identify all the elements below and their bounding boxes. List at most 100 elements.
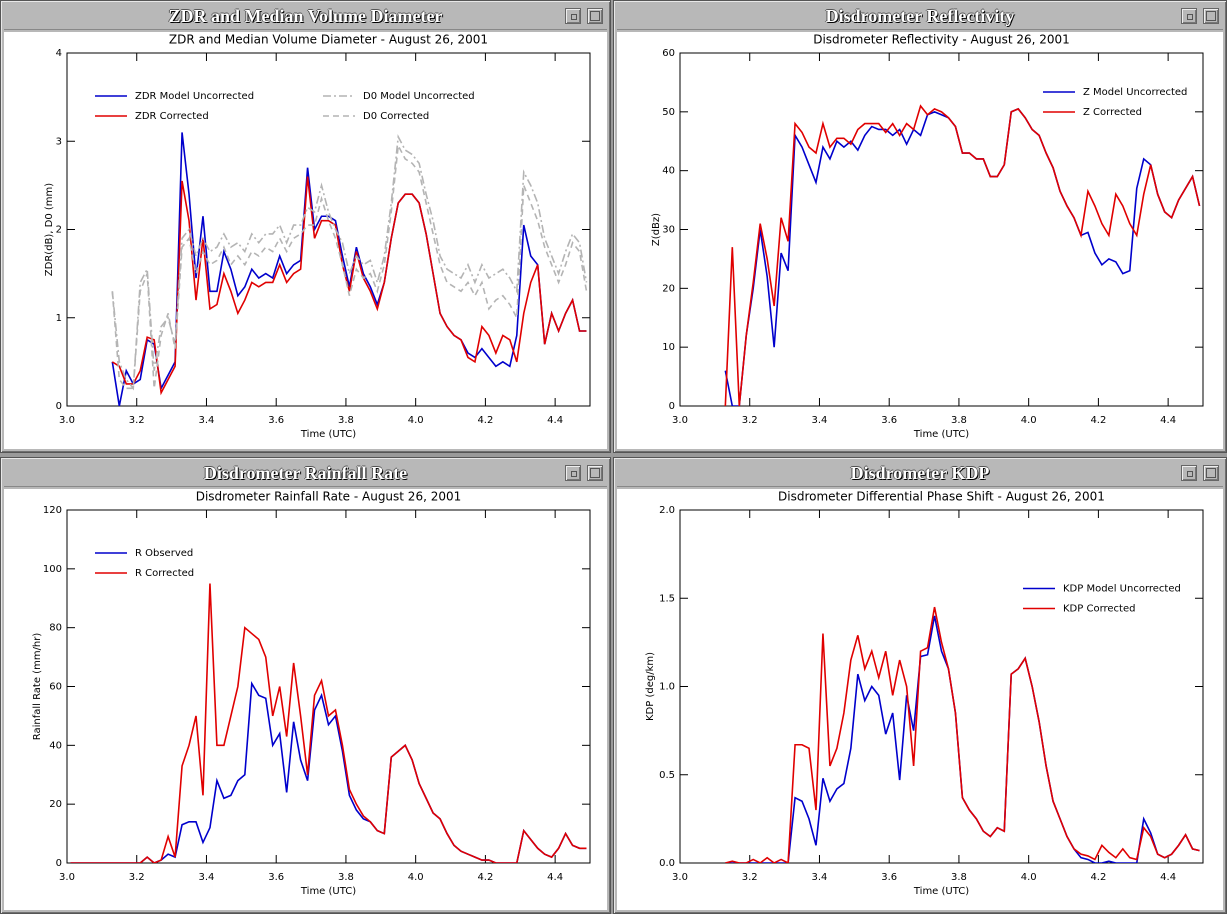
y-tick-label: 0.5 [659,770,675,781]
data-line [725,606,1200,863]
window-title: ZDR and Median Volume Diameter [168,6,443,26]
x-tick-label: 3.4 [812,872,828,883]
x-tick-label: 4.2 [477,415,493,426]
y-tick-label: 120 [43,505,62,516]
x-tick-label: 3.4 [199,872,215,883]
x-axis-label: Time (UTC) [913,886,969,897]
chart-title: Disdrometer Rainfall Rate - August 26, 2… [196,490,462,504]
x-tick-label: 4.2 [1090,415,1106,426]
y-tick-label: 60 [49,682,62,693]
x-tick-label: 3.2 [129,872,145,883]
window: ZDR and Median Volume Diameter ZDR and M… [0,0,611,453]
x-tick-label: 4.0 [408,872,424,883]
x-tick-label: 4.4 [1160,415,1176,426]
y-tick-label: 1.0 [659,682,675,693]
x-tick-label: 4.0 [1021,415,1037,426]
legend-label: Z Model Uncorrected [1083,87,1187,98]
maximize-button[interactable] [1203,8,1219,24]
x-tick-label: 3.4 [812,415,828,426]
y-tick-label: 4 [56,48,62,59]
y-tick-label: 1 [56,313,62,324]
x-tick-label: 3.0 [672,872,688,883]
y-tick-label: 20 [662,283,675,294]
legend-label: D0 Corrected [363,111,429,122]
x-tick-label: 3.2 [742,872,758,883]
minimize-button[interactable] [1181,465,1197,481]
y-tick-label: 1.5 [659,593,675,604]
x-axis-label: Time (UTC) [300,886,356,897]
window-title: Disdrometer Reflectivity [825,6,1015,26]
window-title: Disdrometer KDP [850,463,990,483]
legend-label: KDP Model Uncorrected [1063,584,1181,595]
window: Disdrometer KDP Disdrometer Differential… [613,457,1227,914]
legend-label: KDP Corrected [1063,604,1135,615]
data-line [725,615,1200,863]
minimize-button[interactable] [565,465,581,481]
window: Disdrometer Reflectivity Disdrometer Ref… [613,0,1227,453]
legend-label: Z Corrected [1083,107,1142,118]
y-tick-label: 0 [669,401,675,412]
plot-frame [66,509,591,864]
x-tick-label: 3.0 [672,415,688,426]
x-tick-label: 3.8 [338,872,354,883]
y-tick-label: 20 [49,799,62,810]
data-line [111,142,588,390]
data-line [111,132,587,406]
maximize-button[interactable] [587,8,603,24]
chart: ZDR and Median Volume Diameter - August … [4,32,607,449]
x-axis-label: Time (UTC) [300,429,356,440]
y-axis-label: KDP (deg/km) [645,652,656,721]
y-tick-label: 100 [43,564,62,575]
title-bar: Disdrometer KDP [617,461,1223,487]
y-tick-label: 3 [56,136,62,147]
title-bar: Disdrometer Reflectivity [617,4,1223,30]
y-tick-label: 0.0 [659,858,675,869]
legend-label: ZDR Corrected [135,111,209,122]
x-tick-label: 4.2 [477,872,493,883]
x-axis-label: Time (UTC) [913,429,969,440]
x-tick-label: 3.8 [951,872,967,883]
y-tick-label: 2 [56,225,62,236]
x-tick-label: 3.4 [199,415,215,426]
y-tick-label: 2.0 [659,505,675,516]
maximize-button[interactable] [1203,465,1219,481]
chart-title: ZDR and Median Volume Diameter - August … [169,33,488,47]
minimize-button[interactable] [565,8,581,24]
legend-label: R Corrected [135,568,194,579]
x-tick-label: 3.8 [338,415,354,426]
x-tick-label: 4.4 [1160,872,1176,883]
window: Disdrometer Rainfall Rate Disdrometer Ra… [0,457,611,914]
y-tick-label: 40 [49,740,62,751]
y-axis-label: ZDR(dB), D0 (mm) [44,183,55,276]
maximize-button[interactable] [587,465,603,481]
x-tick-label: 3.0 [59,872,75,883]
x-tick-label: 4.4 [547,415,563,426]
chart: Disdrometer Differential Phase Shift - A… [617,489,1223,910]
x-tick-label: 4.2 [1090,872,1106,883]
title-bar: ZDR and Median Volume Diameter [4,4,607,30]
x-tick-label: 4.0 [408,415,424,426]
plot-frame [679,509,1204,864]
window-title: Disdrometer Rainfall Rate [203,463,408,483]
chart-title: Disdrometer Reflectivity - August 26, 20… [813,33,1070,47]
y-tick-label: 60 [662,48,675,59]
y-tick-label: 0 [56,858,62,869]
x-tick-label: 3.2 [129,415,145,426]
x-tick-label: 3.6 [881,872,897,883]
x-tick-label: 3.6 [268,872,284,883]
chart-title: Disdrometer Differential Phase Shift - A… [778,490,1105,504]
legend-label: ZDR Model Uncorrected [135,91,254,102]
x-tick-label: 4.4 [547,872,563,883]
x-tick-label: 3.0 [59,415,75,426]
data-line [724,104,1201,406]
chart: Disdrometer Reflectivity - August 26, 20… [617,32,1223,449]
x-tick-label: 3.6 [268,415,284,426]
data-line [70,680,587,863]
y-tick-label: 30 [662,225,675,236]
y-tick-label: 50 [662,107,675,118]
x-tick-label: 3.2 [742,415,758,426]
y-tick-label: 0 [56,401,62,412]
x-tick-label: 3.6 [881,415,897,426]
minimize-button[interactable] [1181,8,1197,24]
legend-label: R Observed [135,548,193,559]
